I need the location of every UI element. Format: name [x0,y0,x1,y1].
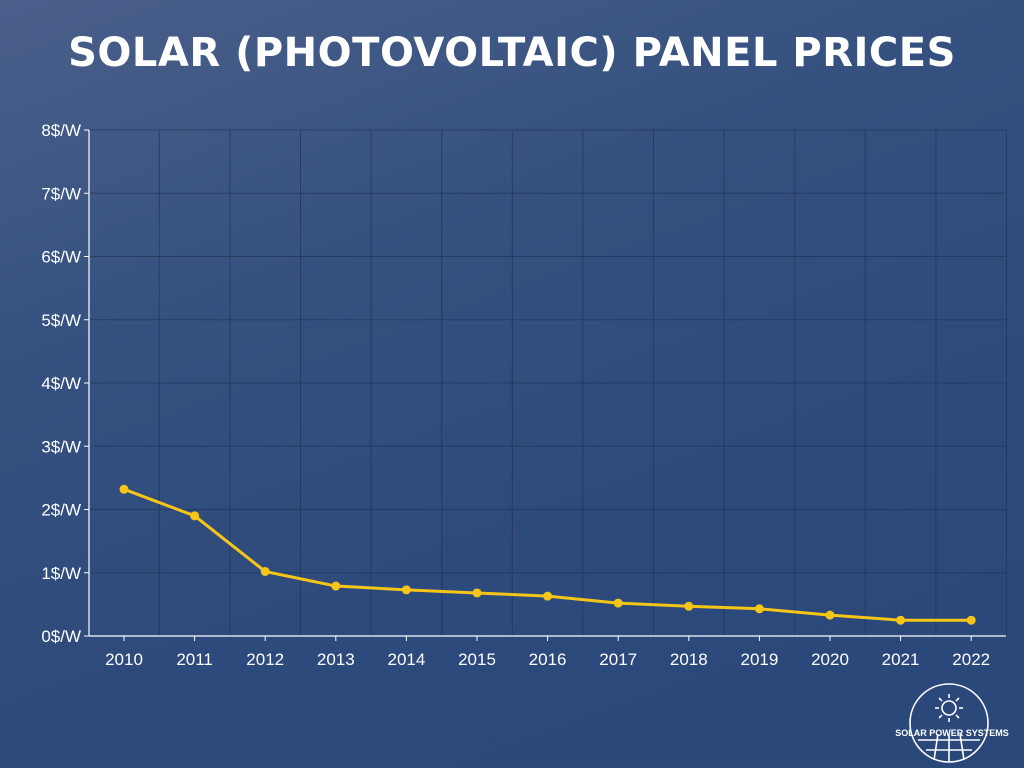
solar-logo-icon [909,683,989,763]
x-tick-label: 2014 [387,650,425,669]
data-point-2012 [260,566,270,576]
data-point-2011 [190,511,200,521]
y-tick-label: 7$/W [41,184,81,203]
x-tick-label: 2016 [529,650,567,669]
y-tick-label: 8$/W [41,121,81,140]
data-point-2013 [331,581,341,591]
data-point-2019 [754,604,764,614]
y-tick-label: 4$/W [41,374,81,393]
data-point-2010 [119,484,129,494]
x-tick-label: 2020 [811,650,849,669]
chart-title: SOLAR (PHOTOVOLTAIC) PANEL PRICES [68,30,956,76]
data-point-2014 [401,585,411,595]
data-point-2017 [613,598,623,608]
x-tick-label: 2011 [176,650,213,669]
x-tick-label: 2010 [105,650,143,669]
data-point-2016 [543,591,553,601]
logo-text: SOLAR POWER SYSTEMS [895,728,1009,738]
x-tick-label: 2015 [458,650,496,669]
y-tick-label: 5$/W [41,311,81,330]
data-point-2020 [825,610,835,620]
y-tick-label: 6$/W [41,248,81,267]
data-point-2015 [472,588,482,598]
x-tick-label: 2021 [882,650,920,669]
x-tick-label: 2013 [317,650,355,669]
x-tick-label: 2018 [670,650,708,669]
data-point-2022 [966,615,976,625]
x-tick-label: 2012 [246,650,284,669]
y-tick-label: 3$/W [41,437,81,456]
data-point-2021 [896,615,906,625]
y-tick-label: 1$/W [41,564,81,583]
data-point-2018 [684,601,694,611]
x-tick-label: 2017 [599,650,637,669]
x-tick-label: 2019 [740,650,778,669]
x-tick-label: 2022 [952,650,990,669]
y-tick-label: 0$/W [41,627,81,646]
y-tick-label: 2$/W [41,501,81,520]
